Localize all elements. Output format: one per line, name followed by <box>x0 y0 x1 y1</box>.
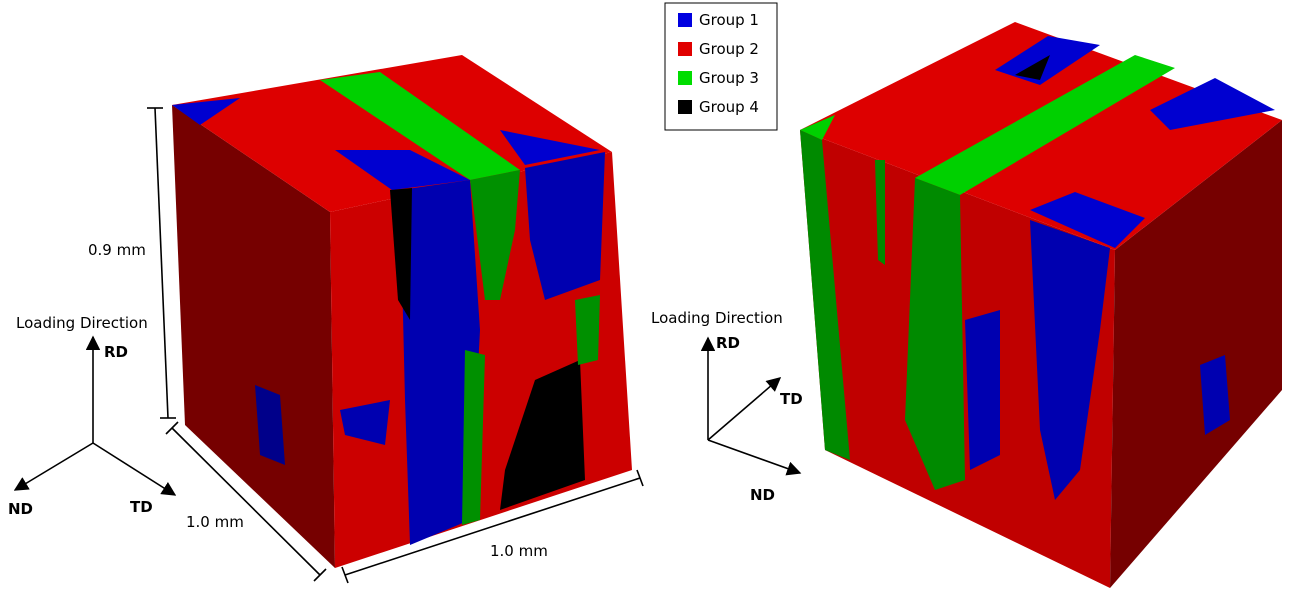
axes-title: Loading Direction <box>651 309 783 327</box>
legend-swatch <box>678 71 692 85</box>
page: 0.9 mm 1.0 mm 1.0 mm Loading Direction R… <box>0 0 1312 591</box>
axis-label: RD <box>716 334 740 352</box>
legend-label: Group 1 <box>699 11 759 29</box>
legend-label: Group 2 <box>699 40 759 58</box>
grain-region <box>965 310 1000 470</box>
grain-region <box>575 295 600 365</box>
axis-arrow <box>708 440 800 473</box>
axis-label: TD <box>130 498 153 516</box>
axes-title: Loading Direction <box>16 314 148 332</box>
legend-swatch <box>678 42 692 56</box>
legend-label: Group 4 <box>699 98 759 116</box>
legend-swatch <box>678 100 692 114</box>
axis-label: ND <box>8 500 33 518</box>
axis-label: RD <box>104 343 128 361</box>
axis-arrow <box>15 443 93 490</box>
dimension-line <box>155 108 168 418</box>
left-axes <box>15 337 175 495</box>
depth-label: 1.0 mm <box>186 513 244 531</box>
left-cube <box>172 55 632 568</box>
legend: Group 1 Group 2 Group 3 Group 4 <box>665 3 777 130</box>
legend-swatch <box>678 13 692 27</box>
axis-label: ND <box>750 486 775 504</box>
legend-label: Group 3 <box>699 69 759 87</box>
height-label: 0.9 mm <box>88 241 146 259</box>
right-cube <box>800 22 1282 588</box>
axis-arrow <box>708 378 780 440</box>
axis-label: TD <box>780 390 803 408</box>
figure: 0.9 mm 1.0 mm 1.0 mm Loading Direction R… <box>0 0 1312 591</box>
axis-arrow <box>93 443 175 495</box>
width-label: 1.0 mm <box>490 542 548 560</box>
